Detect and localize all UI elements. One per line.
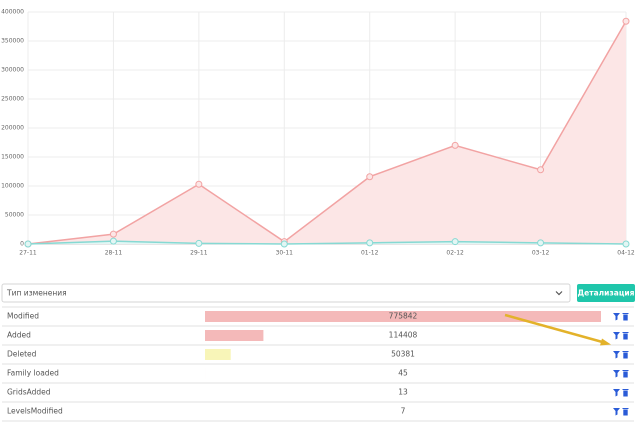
x-tick-label: 28-11 <box>105 250 123 257</box>
row-value: 775842 <box>389 312 418 321</box>
point <box>537 166 545 174</box>
filter-icon[interactable] <box>613 351 620 359</box>
select-chevron <box>555 291 563 296</box>
change-type-select[interactable] <box>1 283 571 303</box>
select-placeholder: Тип изменения <box>6 289 67 298</box>
delete-icon[interactable] <box>622 370 629 378</box>
y-tick-label: 350000 <box>1 38 24 45</box>
y-tick-label: 300000 <box>1 67 24 74</box>
y-tick-label: 250000 <box>1 96 24 103</box>
point <box>109 230 117 238</box>
row-value: 45 <box>398 369 408 378</box>
filter-icon[interactable] <box>613 370 620 378</box>
y-tick-label: 150000 <box>1 154 24 161</box>
y-tick-label: 100000 <box>1 183 24 190</box>
row-value: 7 <box>401 407 406 416</box>
point <box>451 141 459 149</box>
point <box>451 238 459 246</box>
point <box>537 239 545 247</box>
value-bar <box>205 349 231 360</box>
series-line <box>27 20 627 245</box>
x-tick-label: 27-11 <box>19 250 37 257</box>
details-button[interactable] <box>577 284 635 302</box>
point <box>622 17 630 25</box>
point <box>195 180 203 188</box>
row-label: Modified <box>7 312 39 321</box>
chart: 0 50000 100000 150000 200000 250000 300000 3500… <box>1 9 635 257</box>
x-tick-label: 04-12 <box>617 250 635 257</box>
x-tick-label: 30-11 <box>276 250 294 257</box>
point <box>195 239 203 247</box>
row-value: 114408 <box>389 331 418 340</box>
point <box>109 237 117 245</box>
point <box>24 240 32 248</box>
delete-icon[interactable] <box>622 332 629 340</box>
x-tick-label: 02-12 <box>446 250 464 257</box>
point <box>280 240 288 248</box>
filter-icon[interactable] <box>613 313 620 321</box>
delete-icon[interactable] <box>622 408 629 416</box>
delete-icon[interactable] <box>622 313 629 321</box>
value-bar <box>205 330 264 341</box>
filter-icon[interactable] <box>613 332 620 340</box>
filter-icon[interactable] <box>613 408 620 416</box>
y-tick-label: 200000 <box>1 125 24 132</box>
x-tick-label: 29-11 <box>190 250 208 257</box>
point <box>366 173 374 181</box>
row-label: Family loaded <box>7 369 59 378</box>
y-tick-label: 50000 <box>5 212 24 219</box>
value-bar <box>205 311 601 322</box>
row-label: LevelsModified <box>7 407 63 416</box>
details-button-label: Детализация <box>578 289 635 298</box>
x-tick-label: 03-12 <box>532 250 550 257</box>
point <box>622 240 630 248</box>
row-value: 13 <box>398 388 408 397</box>
delete-icon[interactable] <box>622 351 629 359</box>
row-label: GridsAdded <box>7 388 51 397</box>
series-line <box>27 240 627 245</box>
row-label: Deleted <box>7 350 37 359</box>
filter-icon[interactable] <box>613 389 620 397</box>
delete-icon[interactable] <box>622 389 629 397</box>
y-tick-label: 0 <box>20 241 24 248</box>
annotation-arrow <box>504 313 611 346</box>
point <box>366 239 374 247</box>
row-label: Added <box>7 331 31 340</box>
area-fill <box>28 21 626 245</box>
y-tick-label: 400000 <box>1 9 24 16</box>
x-tick-label: 01-12 <box>361 250 379 257</box>
row-value: 50381 <box>391 350 415 359</box>
table: Modified 775842 Added 114408 Deleted 50381 Fam… <box>2 306 634 422</box>
